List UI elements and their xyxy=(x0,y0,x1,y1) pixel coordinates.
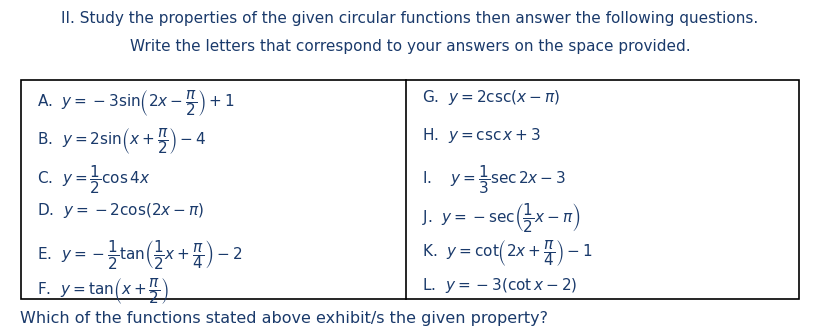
Text: H.  $y = \csc x + 3$: H. $y = \csc x + 3$ xyxy=(422,126,541,145)
Text: C.  $y = \dfrac{1}{2}\cos 4x$: C. $y = \dfrac{1}{2}\cos 4x$ xyxy=(37,163,150,196)
Text: F.  $y = \tan\!\left(x + \dfrac{\pi}{2}\right)$: F. $y = \tan\!\left(x + \dfrac{\pi}{2}\r… xyxy=(37,276,169,305)
Text: B.  $y = 2\sin\!\left(x + \dfrac{\pi}{2}\right) - 4$: B. $y = 2\sin\!\left(x + \dfrac{\pi}{2}\… xyxy=(37,126,206,156)
Bar xyxy=(20,80,799,299)
Text: A.  $y = -3\sin\!\left(2x - \dfrac{\pi}{2}\right) + 1$: A. $y = -3\sin\!\left(2x - \dfrac{\pi}{2… xyxy=(37,88,234,118)
Text: II. Study the properties of the given circular functions then answer the followi: II. Study the properties of the given ci… xyxy=(61,11,758,26)
Text: Write the letters that correspond to your answers on the space provided.: Write the letters that correspond to you… xyxy=(129,39,690,54)
Text: E.  $y = -\dfrac{1}{2}\tan\!\left(\dfrac{1}{2}x + \dfrac{\pi}{4}\right) - 2$: E. $y = -\dfrac{1}{2}\tan\!\left(\dfrac{… xyxy=(37,238,242,271)
Text: K.  $y = \cot\!\left(2x + \dfrac{\pi}{4}\right) - 1$: K. $y = \cot\!\left(2x + \dfrac{\pi}{4}\… xyxy=(422,238,592,268)
Text: J.  $y = -\sec\!\left(\dfrac{1}{2}x - \pi\right)$: J. $y = -\sec\!\left(\dfrac{1}{2}x - \pi… xyxy=(422,201,580,234)
Text: I.    $y = \dfrac{1}{3}\sec 2x - 3$: I. $y = \dfrac{1}{3}\sec 2x - 3$ xyxy=(422,163,566,196)
Text: L.  $y = -3(\cot x - 2)$: L. $y = -3(\cot x - 2)$ xyxy=(422,276,577,295)
Text: Which of the functions stated above exhibit/s the given property?: Which of the functions stated above exhi… xyxy=(20,311,548,326)
Text: D.  $y = -2\cos(2x - \pi)$: D. $y = -2\cos(2x - \pi)$ xyxy=(37,201,204,220)
Text: G.  $y = 2\csc(x - \pi)$: G. $y = 2\csc(x - \pi)$ xyxy=(422,88,559,107)
